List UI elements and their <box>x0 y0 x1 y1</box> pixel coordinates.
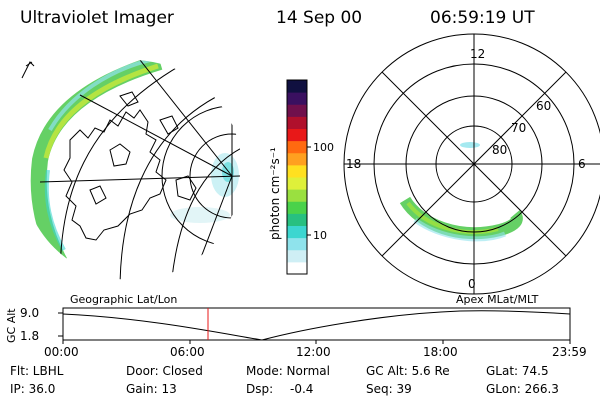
time-label: 06:59:19 UT <box>430 8 535 28</box>
info-mode: Mode: Normal <box>246 364 330 378</box>
mlt-label-12: 12 <box>470 47 485 61</box>
alt-axis-label: GC Alt <box>5 308 18 343</box>
colorbar-segment <box>287 249 307 263</box>
mlat-label-80: 80 <box>492 143 507 157</box>
apex-grid-label: Apex MLat/MLT <box>456 293 539 306</box>
polar-plot: 12 18 6 0 60 70 80 <box>343 33 600 295</box>
colorbar-segment <box>287 189 307 202</box>
colorbar-segment <box>287 104 307 117</box>
colorbar-segment <box>287 164 307 178</box>
info-glon: GLon: 266.3 <box>486 382 559 396</box>
altitude-curve <box>62 310 571 341</box>
info-glat: GLat: 74.5 <box>486 364 549 378</box>
mlt-label-0: 0 <box>468 277 476 291</box>
info-seq: Seq: 39 <box>366 382 412 396</box>
colorbar-segment <box>287 225 307 239</box>
colorbar: 100 10 photon cm⁻²s⁻¹ <box>268 79 334 275</box>
geographic-map <box>21 60 242 280</box>
map-aurora-oval <box>30 60 163 266</box>
mlt-label-6: 6 <box>578 157 586 171</box>
colorbar-segment <box>287 261 307 275</box>
colorbar-tick-100: 100 <box>313 141 334 154</box>
geographic-grid-label: Geographic Lat/Lon <box>70 293 178 306</box>
colorbar-segment <box>287 201 307 214</box>
info-dsp-label: Dsp: <box>246 382 274 396</box>
mlt-label-18: 18 <box>346 157 361 171</box>
colorbar-segment <box>287 116 307 129</box>
x-tick-1200: 12:00 <box>296 345 331 359</box>
instrument-title: Ultraviolet Imager <box>20 8 174 28</box>
colorbar-segment <box>287 152 307 166</box>
info-dsp-value: -0.4 <box>290 382 314 396</box>
colorbar-segment <box>287 128 307 142</box>
x-tick-1800: 18:00 <box>423 345 458 359</box>
map-orientation-arrow-icon <box>21 61 35 79</box>
mlat-label-60: 60 <box>536 99 551 113</box>
mlat-label-70: 70 <box>511 121 526 135</box>
info-flt: Flt: LBHL <box>10 364 64 378</box>
colorbar-segment <box>287 177 307 190</box>
altitude-plot: 9.0 1.8 GC Alt <box>5 306 571 344</box>
alt-tick-9: 9.0 <box>20 306 39 320</box>
info-ip: IP: 36.0 <box>10 382 56 396</box>
colorbar-segment <box>287 92 307 105</box>
alt-tick-1-8: 1.8 <box>20 329 39 343</box>
colorbar-unit-label: photon cm⁻²s⁻¹ <box>268 147 282 240</box>
colorbar-segment <box>287 213 307 226</box>
colorbar-segment <box>287 80 307 93</box>
info-gain: Gain: 13 <box>126 382 177 396</box>
x-tick-0000: 00:00 <box>44 345 79 359</box>
info-gcalt: GC Alt: 5.6 Re <box>366 364 450 378</box>
x-tick-2359: 23:59 <box>552 345 587 359</box>
date-label: 14 Sep 00 <box>276 8 363 28</box>
info-door: Door: Closed <box>126 364 203 378</box>
colorbar-segment <box>287 237 307 251</box>
x-tick-0600: 06:00 <box>170 345 205 359</box>
colorbar-segment <box>287 140 307 154</box>
colorbar-tick-10: 10 <box>313 229 327 242</box>
